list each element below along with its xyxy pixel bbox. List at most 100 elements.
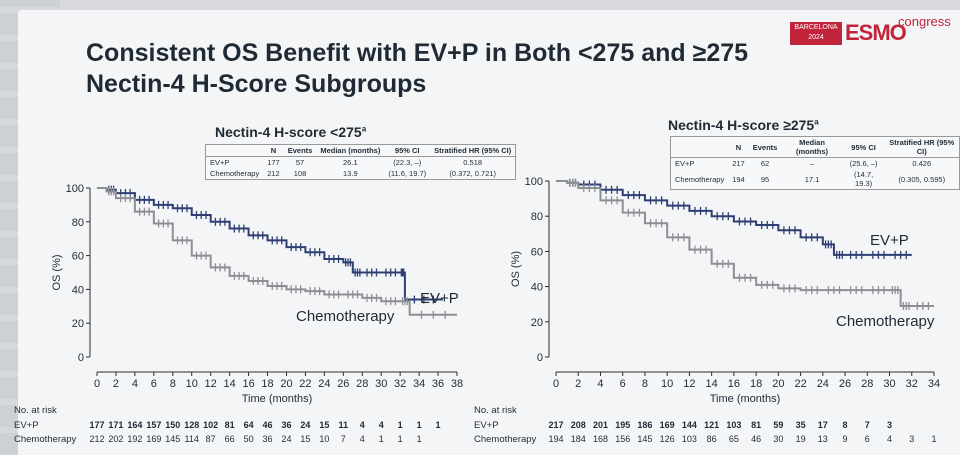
panel-1-at-risk-evp-value: 36 xyxy=(281,420,292,430)
panel-1-at-risk-evp-value: 24 xyxy=(300,420,311,430)
panel-1-y-tick-label: 60 xyxy=(72,251,84,263)
panel-1-at-risk-chemo-value: 145 xyxy=(165,434,181,444)
table-cell: Chemotherapy xyxy=(675,174,725,184)
panel-2-title-text: Nectin-4 H-score ≥275 xyxy=(668,117,815,133)
panel-2-at-risk-chemo-value: 126 xyxy=(659,434,675,444)
panel-1-at-risk-evp-value: 64 xyxy=(243,420,254,430)
panel-2-x-tick-label: 28 xyxy=(861,378,873,390)
panel-1-at-risk-chemo-value: 114 xyxy=(184,434,199,444)
table-cell: 17.1 xyxy=(804,174,820,184)
panel-2-x-tick-label: 6 xyxy=(620,378,626,390)
panel-2-x-tick-label: 30 xyxy=(883,378,895,390)
panel-2-at-risk-chemo-value: 9 xyxy=(842,434,848,444)
panel-2-at-risk-chemo-value: 194 xyxy=(548,434,564,444)
panel-2-at-risk-chemo-value: 103 xyxy=(681,434,697,444)
slide xyxy=(18,10,960,455)
table-header: Events xyxy=(748,136,782,158)
table-header: Stratified HR (95% CI) xyxy=(430,144,516,157)
panel-2-at-risk-chemo-value: 6 xyxy=(864,434,870,444)
table-cell: 57 xyxy=(295,158,305,167)
panel-2-at-risk-evp-value: 17 xyxy=(817,420,828,430)
panel-1-at-risk-evp-value: 1 xyxy=(397,420,403,430)
panel-1-x-tick-label: 26 xyxy=(337,378,349,390)
panel-1-chemo-label: Chemotherapy xyxy=(296,308,395,325)
table-cell: 212 xyxy=(267,169,280,178)
panel-2-at-risk-evp-value: 144 xyxy=(681,420,697,430)
logo-name: ESMO xyxy=(845,20,907,45)
esmo-logo: BARCELONA 2024 ESMO congress xyxy=(790,12,951,48)
panel-1-at-risk-chemo-value: 202 xyxy=(108,434,124,444)
panel-2-y-tick-label: 0 xyxy=(537,352,543,364)
panel-1-at-risk-evp-value: 157 xyxy=(146,420,162,430)
panel-1-x-tick-label: 6 xyxy=(151,378,157,390)
table-header xyxy=(670,136,729,158)
panel-2-at-risk-chemo-value: 3 xyxy=(909,434,915,444)
panel-1-at-risk-chemo-value: 212 xyxy=(89,434,105,444)
panel-2-at-risk-chemo-value: 13 xyxy=(817,434,828,444)
panel-2-at-risk-evp-value: 35 xyxy=(795,420,806,430)
panel-2-at-risk-evp-value: 208 xyxy=(570,420,586,430)
table-cell: (25.6, –) xyxy=(849,159,878,168)
table-cell: (0.305, 0.595) xyxy=(898,174,946,184)
panel-1-stats-table: N Events Median (months) 95% CI Stratifi… xyxy=(205,144,517,180)
panel-1-x-tick-label: 28 xyxy=(356,378,368,390)
panel-2-at-risk-chemo-value: 65 xyxy=(728,434,739,444)
panel-1-title-sup: a xyxy=(361,124,367,134)
panel-2-x-tick-label: 26 xyxy=(839,378,851,390)
table-header: Median (months) xyxy=(781,136,843,158)
panel-1-y-tick-label: 100 xyxy=(66,183,84,195)
panel-2-evp-curve xyxy=(556,180,912,256)
panel-2-x-tick-label: 34 xyxy=(928,378,940,390)
panel-1-at-risk-evp-value: 4 xyxy=(359,420,365,430)
panel-2-x-tick-label: 18 xyxy=(750,378,762,390)
panel-1-x-tick-label: 38 xyxy=(451,378,463,390)
panel-2-at-risk-evp-value: 81 xyxy=(751,420,762,430)
panel-1-at-risk-evp-value: 164 xyxy=(127,420,143,430)
panel-1-x-tick-label: 2 xyxy=(113,378,119,390)
table-row: EV+P 217 62 – (25.6, –) 0.426 xyxy=(671,158,960,170)
table-header: Stratified HR (95% CI) xyxy=(884,136,960,158)
table-cell: EV+P xyxy=(210,158,230,167)
table-header xyxy=(205,144,264,157)
panel-1-at-risk-chemo-value: 1 xyxy=(397,434,403,444)
table-row: Chemotherapy 194 95 17.1 (14.7, 19.3) (0… xyxy=(671,169,960,190)
table-cell: 194 xyxy=(732,174,745,184)
panel-1-at-risk-chemo-value: 1 xyxy=(416,434,422,444)
panel-1-x-tick-label: 20 xyxy=(280,378,292,390)
panel-1-x-tick-label: 4 xyxy=(132,378,138,390)
panel-1-evp-label: EV+P xyxy=(420,290,459,307)
panel-1-at-risk-evp-value: 102 xyxy=(203,420,219,430)
panel-2-y-tick-label: 20 xyxy=(531,317,543,329)
logo-suffix: congress xyxy=(898,14,951,29)
panel-2-at-risk-evp-value: 8 xyxy=(842,420,848,430)
table-cell: – xyxy=(809,159,815,168)
panel-2-x-tick-label: 22 xyxy=(794,378,806,390)
panel-1-at-risk-chemo-value: 50 xyxy=(243,434,254,444)
table-cell: (14.7, 19.3) xyxy=(853,170,874,188)
panel-2-at-risk-chemo-value: 19 xyxy=(795,434,806,444)
panel-1-at-risk-title: No. at risk xyxy=(14,405,57,416)
panel-2-at-risk-evp-value: 3 xyxy=(887,420,893,430)
panel-2-at-risk-evp-value: 121 xyxy=(704,420,720,430)
panel-1-at-risk-evp-value: 1 xyxy=(416,420,422,430)
panel-1-at-risk-evp-value: 81 xyxy=(224,420,235,430)
table-header: Events xyxy=(283,144,317,157)
panel-2-at-risk-chemo-value: 184 xyxy=(570,434,586,444)
table-cell: EV+P xyxy=(675,159,695,168)
panel-1-x-axis-label: Time (months) xyxy=(242,393,313,405)
panel-2-at-risk-evp-value: 195 xyxy=(615,420,631,430)
panel-1-evp-curve xyxy=(97,187,443,301)
panel-2-chemo-curve xyxy=(556,180,934,307)
panel-1-x-tick-label: 36 xyxy=(432,378,444,390)
panel-1-at-risk-chemo-value: 1 xyxy=(378,434,384,444)
panel-1-at-risk-evp-value: 46 xyxy=(262,420,273,430)
panel-1-at-risk-chemo-value: 192 xyxy=(127,434,143,444)
panel-2-at-risk-chemo-value: 156 xyxy=(615,434,631,444)
table-cell: (0.372, 0.721) xyxy=(449,169,497,178)
table-cell: 217 xyxy=(732,159,745,168)
panel-1-x-tick-label: 24 xyxy=(318,378,330,390)
panel-1-x-tick-label: 34 xyxy=(413,378,425,390)
panel-2-x-tick-label: 24 xyxy=(817,378,829,390)
table-cell: 13.9 xyxy=(343,169,358,178)
table-cell: (22.3, –) xyxy=(393,158,422,167)
